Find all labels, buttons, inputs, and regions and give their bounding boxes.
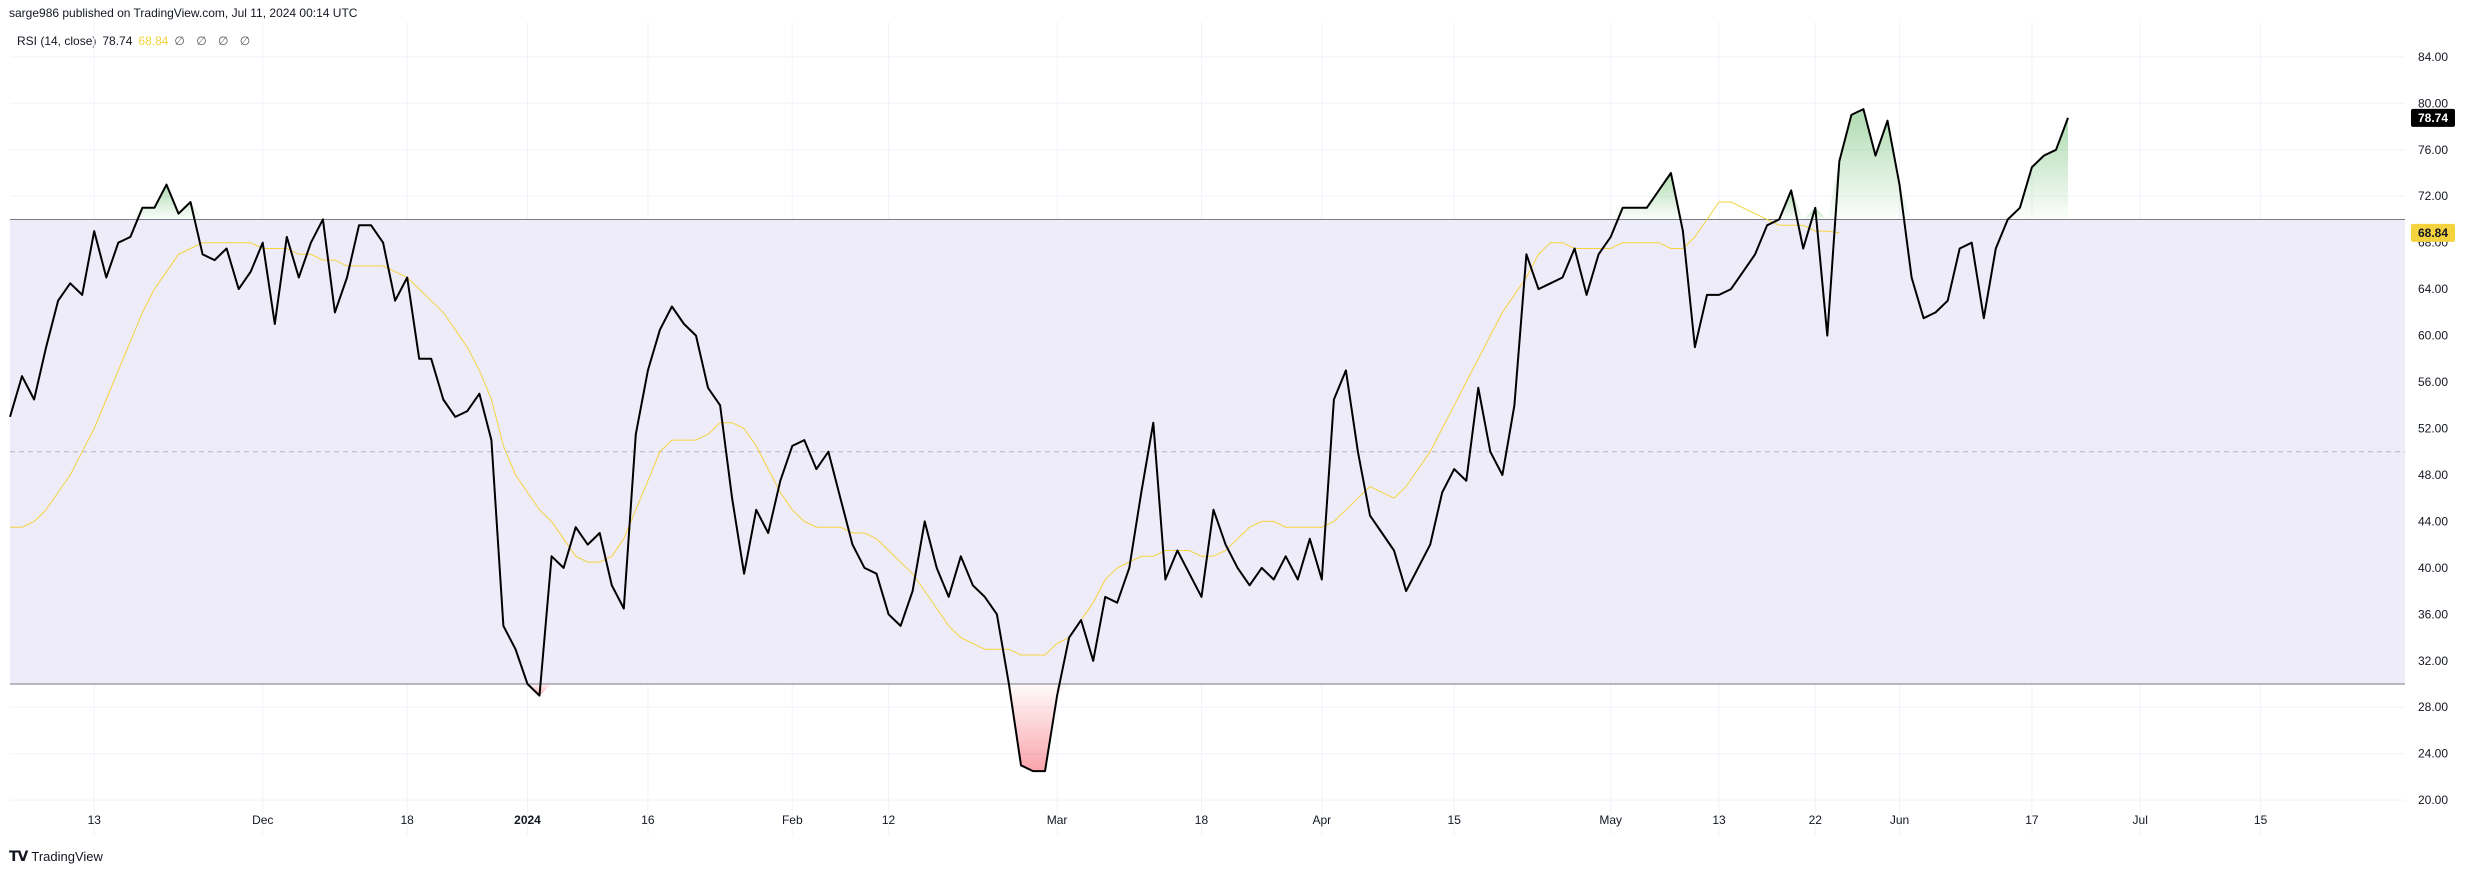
x-tick-label: 2024 — [514, 813, 541, 827]
x-tick-label: 17 — [2025, 813, 2039, 827]
oversold-fill — [1008, 684, 1070, 772]
ma-value: 68.84 — [138, 34, 169, 48]
overbought-fill — [1610, 173, 1683, 220]
x-tick-label: 13 — [88, 813, 102, 827]
y-tick-label: 52.00 — [2418, 422, 2448, 436]
x-tick-label: 18 — [400, 813, 414, 827]
x-tick-label: 12 — [882, 813, 896, 827]
indicator-name[interactable]: RSI (14, close) — [17, 34, 97, 48]
last-value-badges: 78.74 68.84 — [2411, 108, 2455, 242]
overbought-fill — [1779, 190, 1804, 220]
extra-values: ∅ ∅ ∅ ∅ — [174, 34, 255, 48]
x-tick-label: 15 — [1448, 813, 1462, 827]
y-tick-label: 80.00 — [2418, 96, 2448, 110]
tradingview-logo-icon: 𝗧𝗩 — [9, 848, 28, 864]
y-tick-label: 44.00 — [2418, 514, 2448, 528]
brand-name: TradingView — [31, 849, 103, 864]
overbought-fill — [130, 184, 203, 220]
zone-fills — [130, 109, 2068, 772]
y-tick-label: 72.00 — [2418, 189, 2448, 203]
overbought-fill — [1827, 109, 1912, 220]
brand-footer[interactable]: 𝗧𝗩 TradingView — [9, 848, 103, 865]
indicator-legend[interactable]: RSI (14, close) 78.74 68.84 ∅ ∅ ∅ ∅ — [17, 34, 254, 48]
y-tick-label: 56.00 — [2418, 375, 2448, 389]
y-tick-label: 24.00 — [2418, 747, 2448, 761]
x-tick-label: Apr — [1312, 813, 1331, 827]
x-tick-label: 16 — [641, 813, 655, 827]
x-tick-label: Mar — [1047, 813, 1068, 827]
y-tick-label: 40.00 — [2418, 561, 2448, 575]
overbought-fill — [2007, 117, 2068, 220]
y-tick-label: 60.00 — [2418, 329, 2448, 343]
x-tick-label: 18 — [1195, 813, 1209, 827]
y-tick-label: 76.00 — [2418, 143, 2448, 157]
x-tick-label: 13 — [1712, 813, 1726, 827]
ma-last-badge-bg — [2411, 223, 2455, 242]
x-tick-label: Feb — [782, 813, 803, 827]
y-tick-label: 48.00 — [2418, 468, 2448, 482]
y-tick-label: 36.00 — [2418, 607, 2448, 621]
x-tick-label: Jul — [2133, 813, 2148, 827]
x-tick-label: 15 — [2254, 813, 2268, 827]
y-tick-label: 20.00 — [2418, 793, 2448, 807]
x-tick-label: 22 — [1809, 813, 1823, 827]
ma-last-badge: 68.84 — [2418, 226, 2448, 240]
rsi-ma-line — [10, 201, 1840, 656]
y-tick-label: 84.00 — [2418, 50, 2448, 64]
y-tick-label: 28.00 — [2418, 700, 2448, 714]
y-axis[interactable]: 84.0080.0076.0072.0068.0064.0060.0056.00… — [2418, 50, 2448, 807]
publish-info: sarge986 published on TradingView.com, J… — [9, 6, 358, 20]
x-tick-label: Dec — [252, 813, 273, 827]
rsi-value: 78.74 — [102, 34, 133, 48]
x-tick-label: May — [1599, 813, 1622, 827]
x-axis[interactable]: 13 Dec 18 2024 16 Feb 12 Mar 18 Apr 15 May 13 22 Jun 17… — [88, 813, 2268, 827]
rsi-last-badge: 78.74 — [2418, 111, 2448, 125]
x-tick-label: Jun — [1890, 813, 1909, 827]
y-tick-label: 64.00 — [2418, 282, 2448, 296]
rsi-line — [9, 108, 2069, 773]
rsi-last-badge-bg — [2411, 108, 2455, 127]
y-tick-label: 32.00 — [2418, 654, 2448, 668]
